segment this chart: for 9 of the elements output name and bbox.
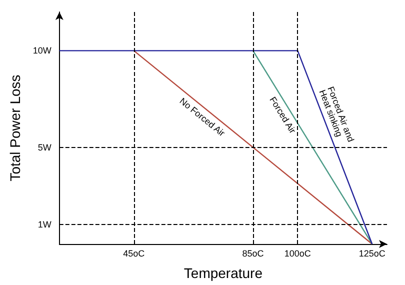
x-tick-label: 45oC: [123, 248, 146, 258]
x-tick-label: 85oC: [242, 248, 264, 258]
x-tick-label: 100oC: [284, 248, 312, 258]
y-axis-title: Total Power Loss: [7, 74, 23, 182]
x-axis-title: Temperature: [184, 265, 263, 281]
y-tick-label: 1W: [38, 220, 52, 230]
x-tick-label: 125oC: [358, 248, 386, 258]
y-tick-label: 5W: [38, 142, 52, 152]
y-tick-label: 10W: [32, 46, 52, 56]
